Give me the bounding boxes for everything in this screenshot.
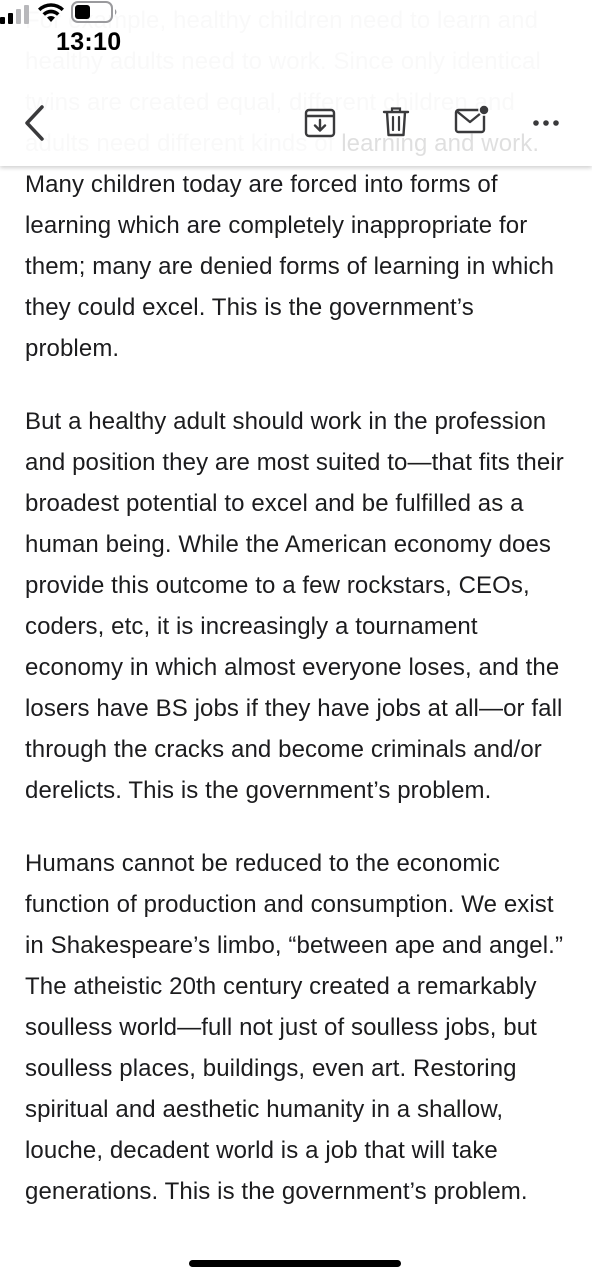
trash-icon[interactable] [382,106,410,138]
paragraph-2: But a healthy adult should work in the p… [25,408,564,804]
status-time: 13:10 [56,28,122,56]
home-indicator[interactable] [189,1260,401,1267]
battery-icon [70,1,117,23]
paragraph-3: Humans cannot be reduced to the economic… [25,850,564,1205]
archive-icon[interactable] [304,108,336,138]
status-bar: 13:10 [0,0,592,80]
top-bar: 13:10 [0,0,592,166]
paragraph-gap [25,811,568,843]
paragraph-gap [25,369,568,401]
cellular-signal-icon [0,5,29,24]
back-chevron-icon[interactable] [22,104,48,142]
mark-unread-icon[interactable] [454,104,490,136]
more-icon[interactable] [532,118,560,128]
email-body: For example, healthy children need to le… [25,0,568,1212]
wifi-icon [38,3,65,22]
